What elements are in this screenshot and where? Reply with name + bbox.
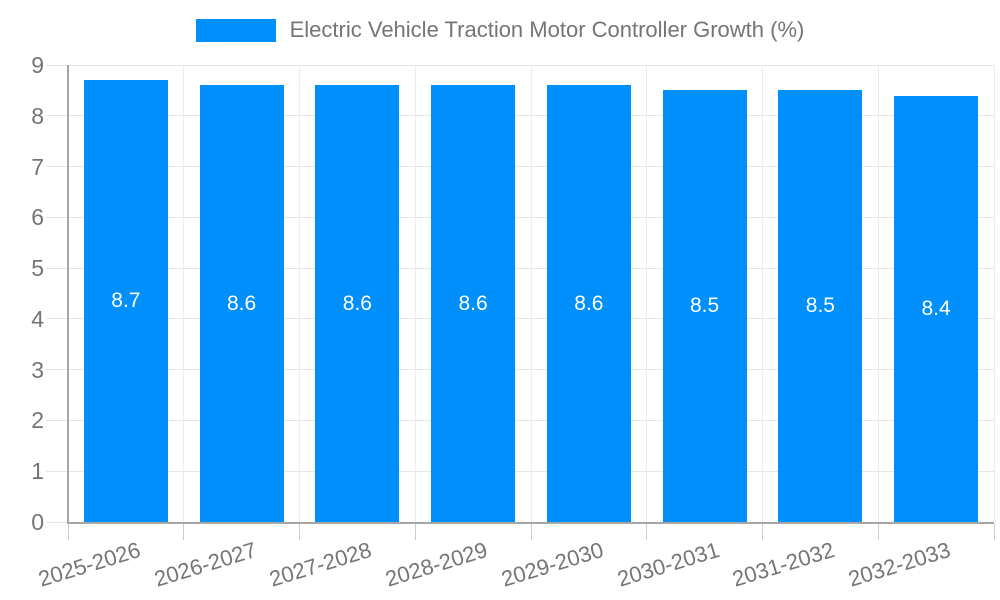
bar: 8.6	[546, 85, 631, 522]
gridline-horizontal	[46, 267, 994, 269]
y-tick-label: 6	[31, 204, 44, 231]
gridline-horizontal	[46, 216, 994, 218]
bar: 8.6	[199, 85, 284, 522]
bar-value-label: 8.6	[342, 291, 372, 315]
legend-label: Electric Vehicle Traction Motor Controll…	[289, 17, 805, 42]
bar-value-label: 8.7	[111, 289, 141, 313]
gridline-vertical	[877, 65, 879, 522]
bar: 8.6	[431, 85, 516, 522]
x-axis-line	[67, 522, 994, 524]
gridline-horizontal	[46, 318, 994, 320]
gridline-vertical	[762, 65, 763, 522]
y-tick-label: 4	[31, 305, 44, 332]
gridline-horizontal	[46, 115, 994, 117]
bar-value-label: 8.4	[921, 296, 951, 320]
y-tick-label: 7	[31, 153, 44, 180]
y-axis-line	[67, 65, 69, 522]
x-tick	[993, 524, 995, 540]
bar-value-label: 8.5	[805, 294, 835, 318]
x-tick	[67, 524, 69, 540]
gridline-horizontal	[46, 419, 994, 421]
x-tick	[646, 524, 648, 540]
y-tick-label: 2	[31, 407, 44, 434]
gridline-vertical	[299, 65, 300, 522]
y-tick-label: 5	[31, 255, 44, 282]
bar: 8.7	[83, 80, 168, 522]
legend-swatch	[195, 18, 276, 42]
y-tick-label: 8	[31, 102, 44, 129]
y-tick-label: 0	[31, 509, 44, 535]
gridline-vertical	[183, 65, 185, 522]
gridline-vertical	[993, 65, 995, 522]
x-tick	[183, 524, 185, 540]
y-tick-label: 3	[31, 356, 44, 383]
bar-value-label: 8.6	[458, 291, 488, 315]
gridline-vertical	[414, 65, 416, 522]
bar: 8.4	[894, 95, 979, 522]
x-tick	[877, 524, 879, 540]
legend-item[interactable]: Electric Vehicle Traction Motor Controll…	[0, 17, 1000, 43]
gridline-vertical	[646, 65, 648, 522]
bar: 8.6	[315, 85, 400, 522]
bar-value-label: 8.5	[689, 294, 720, 318]
bar-value-label: 8.6	[574, 291, 604, 315]
gridline-horizontal	[46, 64, 994, 66]
bar: 8.5	[662, 90, 747, 522]
gridline-horizontal	[46, 166, 994, 168]
x-tick	[530, 524, 532, 540]
y-tick	[46, 521, 68, 523]
bar: 8.5	[778, 90, 863, 522]
y-tick-label: 9	[31, 52, 44, 78]
bar-value-label: 8.6	[226, 291, 257, 315]
y-tick-label: 1	[31, 458, 44, 485]
gridline-horizontal	[46, 470, 994, 472]
x-tick	[299, 524, 300, 540]
x-tick	[762, 524, 763, 540]
gridline-horizontal	[46, 369, 994, 371]
gridline-vertical	[530, 65, 532, 522]
x-tick	[414, 524, 416, 540]
